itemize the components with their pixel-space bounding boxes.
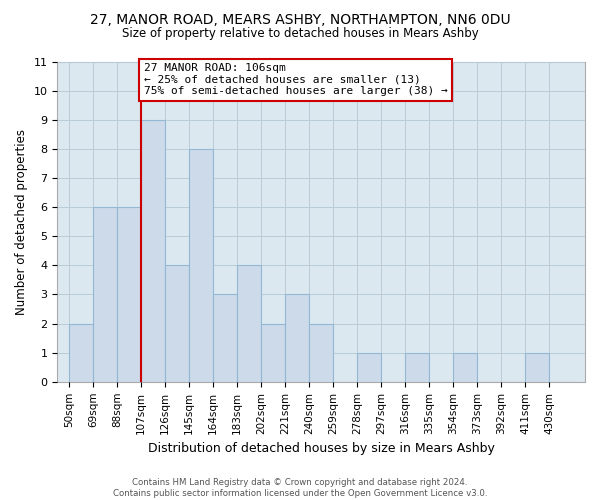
Bar — [525, 352, 549, 382]
Bar — [285, 294, 309, 382]
Bar — [357, 352, 381, 382]
Bar — [141, 120, 165, 382]
Bar — [309, 324, 333, 382]
Text: Contains HM Land Registry data © Crown copyright and database right 2024.
Contai: Contains HM Land Registry data © Crown c… — [113, 478, 487, 498]
Bar — [93, 207, 117, 382]
Text: 27 MANOR ROAD: 106sqm
← 25% of detached houses are smaller (13)
75% of semi-deta: 27 MANOR ROAD: 106sqm ← 25% of detached … — [144, 63, 448, 96]
Bar — [261, 324, 285, 382]
Bar — [237, 266, 261, 382]
Bar — [69, 324, 93, 382]
Bar — [189, 149, 213, 382]
Text: 27, MANOR ROAD, MEARS ASHBY, NORTHAMPTON, NN6 0DU: 27, MANOR ROAD, MEARS ASHBY, NORTHAMPTON… — [89, 12, 511, 26]
Bar — [405, 352, 429, 382]
Bar — [117, 207, 141, 382]
Bar — [165, 266, 189, 382]
Text: Size of property relative to detached houses in Mears Ashby: Size of property relative to detached ho… — [122, 28, 478, 40]
Bar — [453, 352, 477, 382]
X-axis label: Distribution of detached houses by size in Mears Ashby: Distribution of detached houses by size … — [148, 442, 494, 455]
Bar — [213, 294, 237, 382]
Y-axis label: Number of detached properties: Number of detached properties — [15, 128, 28, 314]
